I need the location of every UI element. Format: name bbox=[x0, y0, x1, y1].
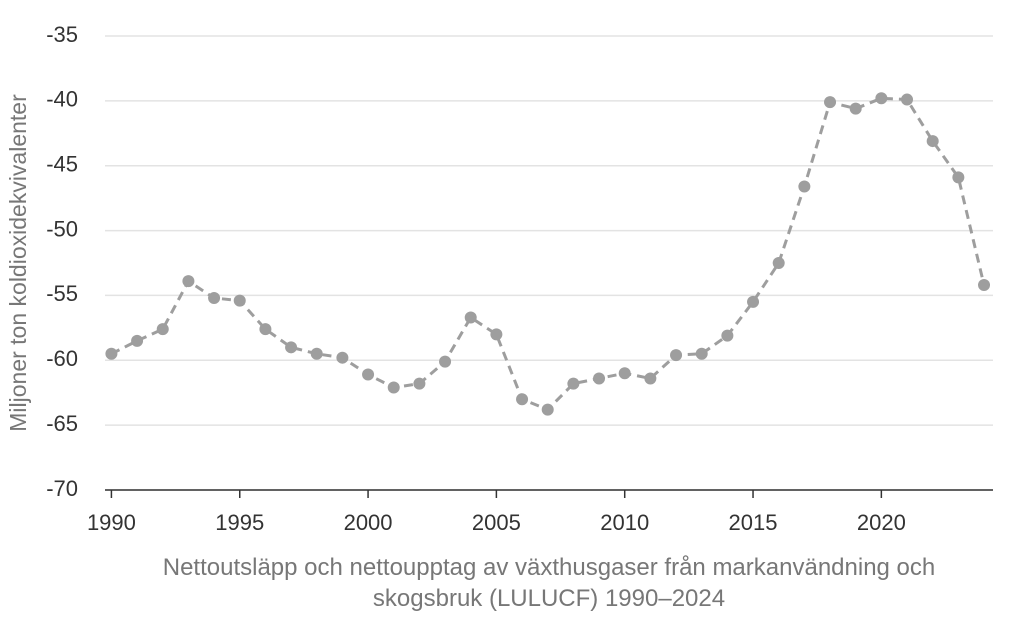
point bbox=[618, 367, 631, 380]
x-tick-label: 2005 bbox=[472, 510, 521, 535]
point bbox=[824, 96, 837, 109]
point bbox=[747, 295, 760, 308]
point bbox=[670, 349, 683, 362]
y-tick-label: -40 bbox=[46, 87, 78, 112]
point bbox=[541, 403, 554, 416]
point bbox=[901, 93, 914, 106]
line bbox=[110, 96, 986, 412]
point bbox=[336, 351, 349, 364]
point bbox=[516, 393, 529, 406]
point bbox=[105, 347, 118, 360]
point bbox=[208, 292, 221, 305]
point bbox=[926, 135, 939, 148]
x-tick-label: 2015 bbox=[729, 510, 778, 535]
point bbox=[259, 323, 272, 336]
point bbox=[233, 294, 246, 307]
y-tick-label: -45 bbox=[46, 152, 78, 177]
point bbox=[798, 180, 811, 193]
point bbox=[567, 377, 580, 390]
y-tick-label: -55 bbox=[46, 281, 78, 306]
point bbox=[362, 368, 375, 381]
point bbox=[490, 328, 503, 341]
y-tick-label: -65 bbox=[46, 411, 78, 436]
x-tick-label: 1990 bbox=[87, 510, 136, 535]
x-tick-label: 2000 bbox=[344, 510, 393, 535]
point bbox=[156, 323, 169, 336]
point bbox=[849, 102, 862, 115]
y-tick-label: -60 bbox=[46, 346, 78, 371]
point bbox=[131, 334, 144, 347]
point bbox=[310, 347, 323, 360]
point bbox=[772, 257, 785, 269]
y-tick-label: -35 bbox=[46, 22, 78, 47]
point bbox=[464, 311, 477, 324]
y-tick-label: -70 bbox=[46, 476, 78, 501]
point bbox=[182, 275, 195, 288]
point bbox=[978, 279, 991, 292]
point bbox=[644, 372, 657, 385]
point bbox=[285, 341, 298, 354]
x-axis-label: Nettoutsläpp och nettoupptag av växthusg… bbox=[162, 554, 936, 612]
y-tick-label: -50 bbox=[46, 216, 78, 241]
point bbox=[721, 329, 734, 342]
point bbox=[875, 92, 888, 105]
point bbox=[439, 355, 452, 368]
x-tick-label: 2020 bbox=[857, 510, 906, 535]
y-axis-label: Miljoner ton koldioxidekvivalenter bbox=[5, 94, 31, 432]
point bbox=[952, 171, 965, 184]
point bbox=[387, 381, 400, 394]
point bbox=[413, 377, 426, 390]
x-tick-label: 1995 bbox=[215, 510, 264, 535]
x-tick-label: 2010 bbox=[600, 510, 649, 535]
point bbox=[695, 347, 708, 360]
point bbox=[593, 372, 606, 385]
